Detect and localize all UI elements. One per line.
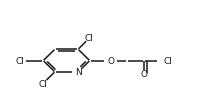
- Text: Cl: Cl: [39, 79, 47, 88]
- Text: N: N: [74, 68, 81, 77]
- Text: O: O: [140, 69, 147, 78]
- Text: O: O: [107, 57, 114, 66]
- Text: Cl: Cl: [15, 57, 24, 66]
- Text: Cl: Cl: [84, 34, 93, 43]
- Text: Cl: Cl: [163, 57, 171, 66]
